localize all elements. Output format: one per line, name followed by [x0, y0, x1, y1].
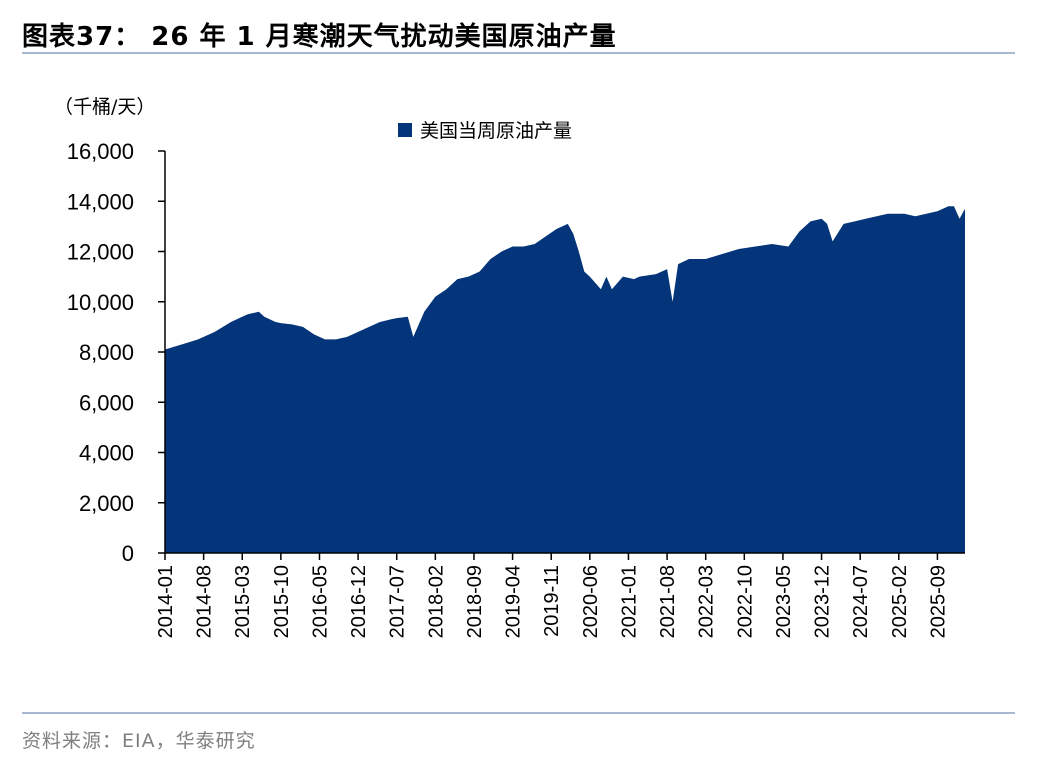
x-tick-label: 2018-09: [464, 565, 486, 638]
x-tick-label: 2016-12: [348, 565, 370, 638]
y-tick-label: 2,000: [79, 491, 134, 516]
y-tick-label: 16,000: [67, 139, 134, 164]
y-tick-label: 10,000: [67, 290, 134, 315]
y-tick-label: 8,000: [79, 340, 134, 365]
x-tick-label: 2014-08: [194, 565, 216, 638]
y-tick-label: 4,000: [79, 441, 134, 466]
x-tick-label: 2022-03: [696, 565, 718, 638]
y-tick-label: 6,000: [79, 390, 134, 415]
y-tick-label: 12,000: [67, 240, 134, 265]
figure-title: 图表37： 26 年 1 月寒潮天气扰动美国原油产量: [22, 22, 617, 52]
x-tick-label: 2021-01: [618, 565, 640, 638]
title-rule: [22, 52, 1015, 54]
x-tick-label: 2025-02: [889, 565, 911, 638]
legend-swatch: [398, 122, 412, 137]
x-tick-label: 2019-04: [503, 565, 525, 638]
y-axis: 0 2,000 4,000 6,000 8,000 10,000 12,000 14,000 1…: [67, 139, 166, 566]
x-tick-label: 2017-07: [387, 565, 409, 638]
x-axis: 2014-01 2014-08 2015-03 2015-10 2016-05 2016-…: [155, 552, 965, 638]
x-tick-label: 2019-11: [541, 565, 563, 637]
legend-label: 美国当周原油产量: [420, 120, 573, 142]
x-tick-label: 2023-05: [773, 565, 795, 638]
x-tick-label: 2025-09: [927, 565, 949, 638]
series-area-us-weekly-crude-production: [165, 206, 965, 554]
y-tick-label: 14,000: [67, 189, 134, 214]
footer-rule: [22, 712, 1015, 714]
x-tick-label: 2015-10: [271, 565, 293, 638]
x-tick-label: 2018-02: [425, 565, 447, 638]
x-tick-label: 2014-01: [155, 565, 177, 638]
legend: 美国当周原油产量: [398, 116, 572, 143]
source-note: 资料来源：EIA，华泰研究: [22, 730, 256, 752]
x-tick-label: 2020-06: [580, 565, 602, 638]
y-axis-unit-label: （千桶/天）: [54, 96, 156, 118]
x-tick-label: 2015-03: [232, 565, 254, 638]
y-tick-label: 0: [122, 541, 134, 566]
x-tick-label: 2022-10: [734, 565, 756, 638]
x-tick-label: 2016-05: [310, 565, 332, 638]
x-tick-label: 2023-12: [812, 565, 834, 638]
x-tick-label: 2021-08: [657, 565, 679, 638]
x-tick-label: 2024-07: [850, 565, 872, 638]
